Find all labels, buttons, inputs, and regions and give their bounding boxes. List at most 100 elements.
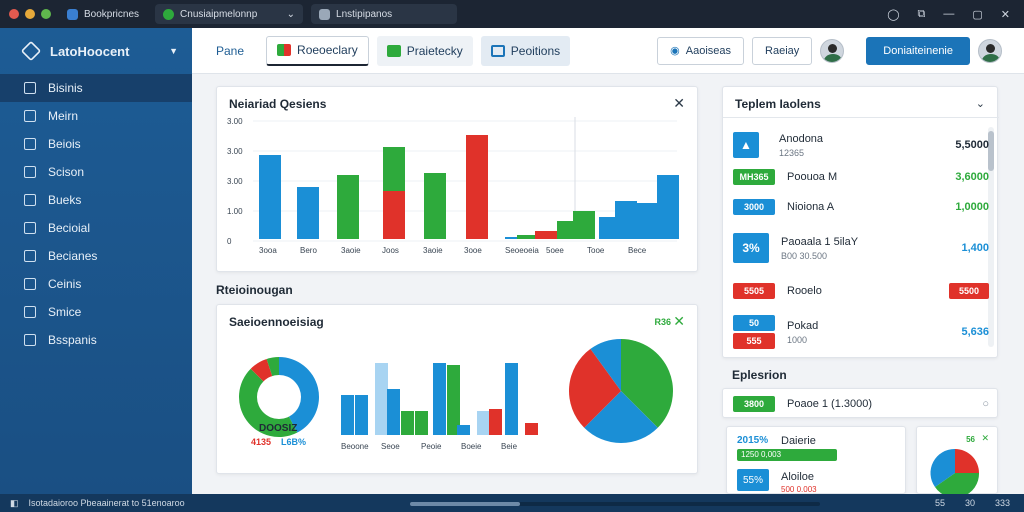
bar[interactable] (657, 175, 679, 239)
close-icon[interactable]: ✕ (1000, 8, 1010, 21)
bar[interactable] (259, 155, 281, 239)
monitor-icon (24, 250, 36, 262)
raeiay-button[interactable]: Raeiay (752, 36, 813, 65)
sidebar-item-10[interactable]: Bsspanis (0, 326, 192, 354)
bar[interactable] (573, 211, 595, 239)
list-item[interactable]: 50 555 Pokad 1000 5,636 (733, 315, 989, 349)
bar[interactable] (489, 409, 502, 435)
sidebar-item-8[interactable]: Ceinis (0, 270, 192, 298)
aaoiseas-button[interactable]: ◉ Aaoiseas (657, 36, 745, 65)
primary-action-button[interactable]: Doniaiteinenie (866, 36, 970, 65)
list-item-value: 1,0000 (955, 201, 989, 213)
browser-tab-3[interactable]: Lnstipipanos (311, 4, 458, 24)
sidebar-item-6[interactable]: Becioial (0, 214, 192, 242)
x-tick-label: Beie (501, 442, 518, 451)
brand[interactable]: LatoHoocent ▼ (0, 28, 192, 74)
bar[interactable] (517, 235, 539, 239)
bar[interactable] (341, 395, 354, 435)
sidebar-item-3[interactable]: Beiois (0, 130, 192, 158)
list-item-name: Pokad (787, 319, 819, 332)
pie-slice[interactable] (569, 348, 621, 428)
sidebar-item-label: Bsspanis (48, 333, 97, 347)
globe-icon (24, 306, 36, 318)
chevron-down-icon[interactable]: ⌄ (975, 98, 985, 110)
restore-icon[interactable]: ⧉ (917, 7, 926, 20)
close-icon[interactable]: ✕ (981, 433, 989, 443)
mini-list-card: 2015% Daierie 1250 0,003 55% Aloiloe 500… (726, 426, 906, 494)
bar[interactable] (401, 411, 414, 435)
browser-tab-2[interactable]: Cnusiaipmelonnp ⌄ (155, 4, 304, 24)
bar[interactable] (337, 175, 359, 239)
chevron-down-icon[interactable]: ▼ (169, 46, 178, 56)
list-item-value: 5,5000 (955, 139, 989, 151)
bar[interactable] (615, 201, 637, 239)
avatar[interactable] (820, 38, 845, 63)
bar[interactable] (525, 423, 538, 435)
maximize-icon[interactable]: ▢ (972, 8, 983, 21)
bar[interactable] (375, 363, 388, 435)
scrollbar-thumb[interactable] (410, 502, 520, 506)
bar[interactable] (447, 365, 460, 435)
list-item[interactable]: 3000 Nioiona A 1,0000 (733, 195, 989, 219)
bar[interactable] (505, 237, 527, 239)
tab-peoitions[interactable]: Peoitions (480, 35, 571, 66)
browser-chrome: Bookpricnes Cnusiaipmelonnp ⌄ Lnstipipan… (0, 0, 1024, 28)
bar[interactable] (387, 389, 400, 435)
bar[interactable] (505, 363, 518, 435)
tab-favicon-icon (163, 8, 175, 20)
bar[interactable] (415, 411, 428, 435)
pie-slice[interactable] (621, 339, 673, 428)
bottom-charts: DOOSIZ 4135 L6B% Beoone Seoe Peoie Boeie Beie (239, 339, 673, 451)
list-item[interactable]: 3800 Poaoe 1 (1.3000) ○ (733, 392, 989, 416)
bar[interactable] (383, 191, 405, 239)
mini-sub: 1250 0,003 (737, 449, 837, 461)
y-tick-label: 3.00 (227, 177, 243, 186)
horizontal-scrollbar[interactable] (410, 502, 820, 506)
bar[interactable] (424, 173, 446, 239)
browser-tab-1[interactable]: Bookpricnes (59, 4, 147, 24)
minimize-window-dot[interactable] (25, 9, 35, 19)
bar[interactable] (637, 203, 659, 239)
radio-icon[interactable]: ○ (982, 398, 989, 410)
bar[interactable] (466, 135, 488, 239)
sidebar-item-5[interactable]: Bueks (0, 186, 192, 214)
donut-hole (257, 375, 301, 419)
close-icon[interactable]: ✕ (673, 313, 685, 329)
pie-slice[interactable] (590, 339, 621, 391)
maximize-window-dot[interactable] (41, 9, 51, 19)
tab-pane[interactable]: Pane (192, 36, 254, 66)
bar[interactable] (433, 363, 446, 435)
sidebar-item-2[interactable]: Meirn (0, 102, 192, 130)
tab-peoitions-label: Peoitions (510, 43, 561, 58)
list-item[interactable]: ▲ Anodona 12365 5,5000 (733, 129, 989, 161)
x-tick-label: Seoe (381, 442, 400, 451)
sidebar-item-4[interactable]: Scison (0, 158, 192, 186)
bar[interactable] (457, 425, 470, 435)
list-item[interactable]: 3% Paoaala 1 5ilaY B00 30.500 1,400 (733, 231, 989, 265)
sidebar-item-label: Smice (48, 305, 82, 319)
list-item[interactable]: MH365 Poouoa M 3,6000 (733, 165, 989, 189)
x-tick-label: Bece (628, 246, 647, 255)
tab-praietecky[interactable]: Praietecky (376, 35, 473, 66)
sidebar-item-9[interactable]: Smice (0, 298, 192, 326)
chevron-down-icon[interactable]: ⌄ (286, 8, 296, 20)
pie-slice[interactable] (584, 391, 658, 444)
tab-favicon-icon (319, 8, 331, 20)
close-window-dot[interactable] (9, 9, 19, 19)
sidebar-item-7[interactable]: Becianes (0, 242, 192, 270)
scrollbar[interactable] (988, 127, 994, 347)
list-item[interactable]: 5505 Rooelo 5500 (733, 279, 989, 303)
bar[interactable] (477, 411, 490, 435)
bar[interactable] (355, 395, 368, 435)
sidebar-item-1[interactable]: Bisinis (0, 74, 192, 102)
scrollbar-thumb[interactable] (988, 131, 994, 171)
bar[interactable] (297, 187, 319, 239)
minimize-icon[interactable]: — (943, 7, 955, 20)
close-icon[interactable]: ✕ (673, 95, 685, 111)
avatar[interactable] (978, 38, 1002, 63)
settings-icon[interactable]: ◯ (887, 8, 900, 21)
bar[interactable] (383, 147, 405, 191)
bar[interactable] (535, 231, 557, 239)
list-item-value: 3,6000 (955, 171, 989, 183)
tab-roeoeclary[interactable]: Roeoeclary (266, 35, 369, 66)
